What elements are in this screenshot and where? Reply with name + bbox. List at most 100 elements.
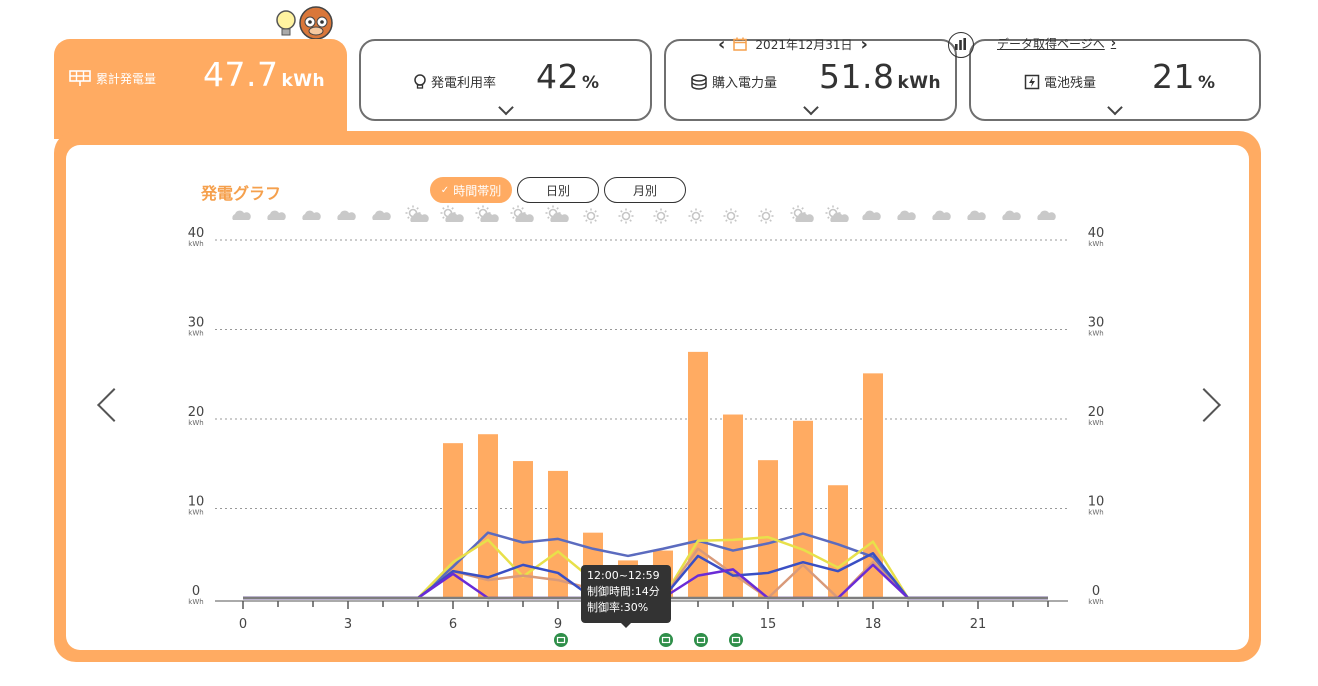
- cloud-icon: [897, 210, 916, 220]
- data-page-link[interactable]: データ取得ページへ ›: [997, 35, 1116, 52]
- tooltip-control-time: 制御時間:14分: [587, 585, 660, 598]
- tab-monthly[interactable]: 月別: [604, 177, 686, 203]
- cloud-icon: [1037, 210, 1056, 220]
- y-tick-label: 0: [192, 584, 200, 599]
- y-tick-label: 20: [188, 405, 205, 420]
- generation-bar: [478, 434, 498, 598]
- control-marker-icon[interactable]: [554, 633, 568, 647]
- cloud-icon: [267, 210, 286, 220]
- sun-cloud-icon: [405, 205, 429, 222]
- generation-bar: [688, 351, 708, 598]
- mascot-icon: [276, 6, 333, 40]
- data-page-link-label: データ取得ページへ: [997, 37, 1105, 51]
- cloud-icon: [1002, 210, 1021, 220]
- stat-value: 21: [1152, 57, 1195, 96]
- sun-icon: [723, 208, 739, 224]
- x-tick-label: 21: [970, 617, 987, 632]
- y-tick-unit: kWh: [1088, 598, 1103, 606]
- generation-bar: [863, 373, 883, 598]
- sun-icon: [583, 208, 599, 224]
- y-tick-unit: kWh: [188, 419, 203, 427]
- stat-card-purchased-power[interactable]: 購入電力量 51.8 kWh: [664, 39, 957, 121]
- sun-cloud-icon: [825, 205, 849, 222]
- date-navigator: ‹ 2021年12月31日 ›: [718, 33, 868, 55]
- y-tick-unit: kWh: [188, 509, 203, 517]
- sun-cloud-icon: [475, 205, 499, 222]
- sun-cloud-icon: [510, 205, 534, 222]
- stat-label: 累計発電量: [96, 71, 157, 86]
- battery-bolt-icon: [1024, 74, 1040, 89]
- generation-bar: [793, 420, 813, 598]
- stat-label: 購入電力量: [712, 76, 778, 91]
- lightbulb-icon: [414, 73, 426, 89]
- tab-daily[interactable]: 日別: [517, 177, 599, 203]
- chevron-right-icon: ›: [1110, 36, 1117, 51]
- y-tick-label: 20: [1088, 405, 1105, 420]
- cloud-icon: [372, 210, 391, 220]
- sun-icon: [688, 208, 704, 224]
- y-tick-label: 40: [188, 226, 205, 241]
- control-marker-icon[interactable]: [659, 633, 673, 647]
- stat-card-usage-rate[interactable]: 発電利用率 42%: [359, 39, 652, 121]
- cloud-icon: [967, 210, 986, 220]
- chart-tooltip: 12:00~12:59 制御時間:14分 制御率:30%: [581, 565, 671, 623]
- stat-unit: %: [1198, 73, 1216, 93]
- control-marker-icon[interactable]: [729, 633, 743, 647]
- y-tick-label: 30: [1088, 316, 1105, 331]
- y-tick-unit: kWh: [188, 330, 203, 338]
- generation-bar: [723, 414, 743, 598]
- cloud-icon: [302, 210, 321, 220]
- tab-monthly-label: 月別: [632, 183, 657, 198]
- generation-bar: [548, 470, 568, 598]
- sun-cloud-icon: [440, 205, 464, 222]
- stat-value: 42: [536, 57, 579, 96]
- sun-cloud-icon: [790, 205, 814, 222]
- next-date-chevron-icon[interactable]: ›: [860, 33, 868, 55]
- generation-bar: [758, 460, 778, 598]
- y-tick-unit: kWh: [1088, 509, 1103, 517]
- y-tick-label: 40: [1088, 226, 1105, 241]
- y-tick-label: 10: [1088, 495, 1105, 510]
- sun-icon: [653, 208, 669, 224]
- control-marker-icon[interactable]: [694, 633, 708, 647]
- bar-chart-icon: [955, 38, 966, 50]
- y-tick-unit: kWh: [188, 240, 203, 248]
- bar-chart-toggle-icon[interactable]: [948, 32, 974, 58]
- sun-cloud-icon: [545, 205, 569, 222]
- y-tick-unit: kWh: [1088, 419, 1103, 427]
- generation-bar: [513, 461, 533, 598]
- stat-value: 47.7: [203, 55, 279, 94]
- sun-icon: [758, 208, 774, 224]
- tab-daily-label: 日別: [545, 183, 570, 198]
- tab-hourly[interactable]: ✓ 時間帯別: [430, 177, 512, 203]
- y-tick-label: 0: [1092, 584, 1100, 599]
- stat-label: 発電利用率: [431, 76, 497, 91]
- stat-unit: %: [582, 73, 600, 93]
- stat-label: 電池残量: [1044, 76, 1097, 91]
- tooltip-control-rate: 制御率:30%: [587, 601, 649, 614]
- x-tick-label: 0: [239, 617, 247, 632]
- prev-date-chevron-icon[interactable]: ‹: [718, 33, 726, 55]
- sun-icon: [618, 208, 634, 224]
- y-tick-label: 10: [188, 495, 205, 510]
- solar-panel-icon: [69, 70, 91, 86]
- tab-hourly-label: 時間帯別: [453, 183, 502, 198]
- x-tick-label: 9: [554, 617, 562, 632]
- y-tick-unit: kWh: [1088, 330, 1103, 338]
- cloud-icon: [337, 210, 356, 220]
- tooltip-time: 12:00~12:59: [587, 569, 660, 582]
- stat-unit: kWh: [281, 71, 326, 91]
- y-tick-unit: kWh: [1088, 240, 1103, 248]
- stat-card-battery[interactable]: 電池残量 21%: [969, 39, 1261, 121]
- cloud-icon: [862, 210, 881, 220]
- stat-unit: kWh: [897, 73, 942, 93]
- graph-title: 発電グラフ: [201, 184, 282, 203]
- stat-card-total-generation[interactable]: 累計発電量 47.7 kWh: [54, 39, 347, 139]
- current-date[interactable]: 2021年12月31日: [755, 37, 853, 52]
- coins-icon: [691, 73, 707, 90]
- check-icon: ✓: [440, 184, 450, 196]
- y-tick-unit: kWh: [188, 598, 203, 606]
- cloud-icon: [232, 210, 251, 220]
- calendar-icon[interactable]: [733, 37, 748, 51]
